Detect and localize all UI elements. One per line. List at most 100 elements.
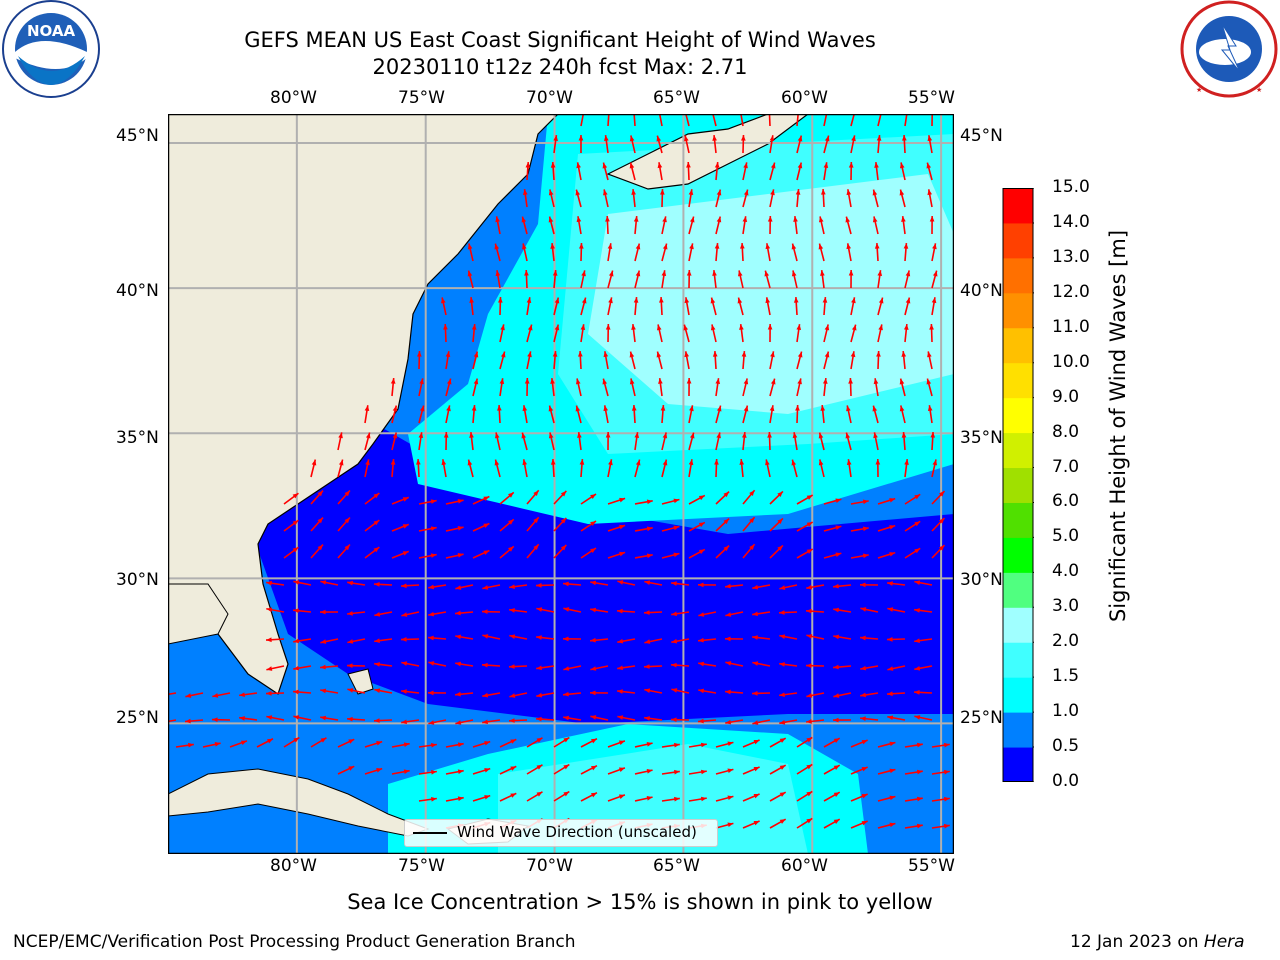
wave-direction-arrowhead — [590, 607, 597, 613]
wave-direction-arrowhead — [619, 497, 626, 503]
wave-direction-arrowhead — [266, 691, 272, 696]
wave-direction-arrowhead — [320, 580, 327, 585]
wave-direction-arrowhead — [376, 741, 383, 746]
colorbar-tick-label: 11.0 — [1052, 316, 1090, 337]
wave-direction-arrowhead — [577, 432, 582, 438]
wave-direction-arrowhead — [779, 720, 786, 725]
wave-direction-arrowhead — [860, 716, 866, 722]
wave-direction-arrowhead — [524, 270, 529, 276]
wave-direction-arrowhead — [770, 189, 775, 196]
wave-direction-arrowhead — [927, 189, 933, 196]
lat-tick-left: 30°N — [116, 570, 159, 590]
wave-direction-arrowhead — [845, 216, 851, 223]
wave-direction-arrowhead — [818, 216, 824, 223]
wave-direction-arrowhead — [376, 768, 383, 773]
wave-direction-arrowhead — [914, 690, 920, 695]
wave-direction-arrowhead — [455, 634, 462, 640]
wave-direction-arrowhead — [431, 796, 437, 802]
wave-direction-arrowhead — [889, 822, 896, 828]
wave-region-2.0-3.0 — [588, 174, 954, 414]
wave-direction-arrowhead — [347, 716, 353, 722]
wave-direction-arrowhead — [554, 297, 560, 304]
wave-direction-arrowhead — [390, 378, 396, 384]
lon-tick-top: 65°W — [653, 88, 700, 108]
wave-direction-arrowhead — [348, 739, 355, 744]
wave-direction-arrowhead — [698, 688, 705, 694]
wave-direction-arrowhead — [494, 459, 500, 466]
wave-direction-arrowhead — [401, 661, 408, 666]
wave-direction-arrowhead — [482, 692, 489, 698]
lat-tick-right: 40°N — [960, 281, 1003, 301]
colorbar-tick-label: 0.5 — [1052, 736, 1080, 757]
wave-direction-arrowhead — [469, 297, 474, 303]
wave-direction-arrowhead — [714, 459, 719, 465]
wave-direction-arrowhead — [889, 525, 896, 530]
wave-direction-arrowhead — [926, 162, 932, 169]
wave-direction-arrowhead — [876, 351, 881, 357]
wave-direction-arrowhead — [563, 666, 570, 671]
wave-direction-arrowhead — [806, 693, 813, 698]
wave-direction-arrowhead — [469, 432, 474, 438]
wave-direction-arrow — [850, 114, 856, 127]
wave-direction-arrowhead — [716, 405, 722, 412]
wave-direction-arrowhead — [710, 297, 716, 304]
colorbar — [1002, 188, 1034, 782]
wave-direction-arrowhead — [455, 720, 462, 725]
wave-direction-arrowhead — [887, 715, 894, 721]
wave-direction-arrowhead — [938, 518, 945, 524]
wave-direction-arrowhead — [602, 162, 608, 169]
wave-direction-arrowhead — [320, 639, 327, 644]
wave-direction-arrowhead — [716, 216, 722, 223]
wave-direction-arrowhead — [714, 162, 720, 168]
wave-direction-arrowhead — [619, 524, 626, 530]
wave-direction-arrowhead — [777, 491, 783, 497]
wave-direction-arrowhead — [671, 717, 677, 723]
wave-direction-arrowhead — [833, 693, 840, 698]
wave-direction-arrowhead — [536, 635, 542, 640]
wave-direction-arrowhead — [723, 545, 730, 552]
wave-direction-arrowhead — [862, 526, 869, 532]
wave-direction-arrowhead — [887, 666, 894, 671]
wave-direction-arrowhead — [752, 720, 759, 725]
wave-direction-arrowhead — [590, 548, 597, 554]
wave-direction-arrowhead — [671, 611, 677, 617]
wave-direction-arrowhead — [914, 608, 920, 613]
wave-direction-arrowhead — [944, 742, 950, 748]
wave-direction-arrowhead — [550, 243, 555, 249]
wave-direction-arrowhead — [590, 521, 597, 527]
wave-direction-arrowhead — [752, 611, 758, 617]
wave-direction-arrowhead — [662, 432, 668, 439]
wave-direction-arrowhead — [344, 490, 350, 497]
wave-direction-arrowhead — [684, 135, 689, 142]
wave-direction-arrowhead — [320, 609, 326, 615]
wave-direction-arrowhead — [741, 135, 746, 141]
wave-direction-arrowhead — [777, 518, 783, 524]
wave-direction-arrowhead — [821, 189, 826, 195]
wave-direction-arrowhead — [401, 719, 407, 725]
wave-direction-arrowhead — [660, 405, 666, 411]
wave-direction-arrowhead — [914, 715, 921, 720]
wave-direction-arrowhead — [689, 216, 695, 223]
lat-tick-right: 30°N — [960, 570, 1003, 590]
wave-direction-arrowhead — [658, 378, 663, 384]
wave-direction-arrowhead — [656, 135, 662, 142]
wave-direction-arrowhead — [873, 378, 879, 385]
wave-direction-arrowhead — [495, 270, 501, 277]
wave-direction-arrowhead — [806, 608, 812, 614]
wave-direction-arrowhead — [905, 297, 911, 304]
wave-direction-arrowhead — [769, 405, 775, 412]
wave-direction-arrowhead — [887, 581, 893, 586]
wave-direction-arrowhead — [806, 495, 813, 500]
wave-direction-arrowhead — [457, 553, 464, 558]
wave-direction-arrowhead — [392, 432, 398, 439]
wave-direction-arrowhead — [548, 189, 554, 196]
wave-direction-arrowhead — [418, 432, 424, 439]
wave-direction-arrowhead — [673, 525, 680, 531]
colorbar-tick-label: 9.0 — [1052, 386, 1080, 407]
land-bahamas — [347, 668, 374, 695]
wave-direction-arrowhead — [861, 794, 868, 799]
wave-direction-arrowhead — [779, 765, 786, 770]
wave-direction-arrowhead — [522, 243, 527, 250]
wave-direction-arrowhead — [293, 580, 300, 585]
wave-direction-arrowhead — [715, 378, 721, 384]
